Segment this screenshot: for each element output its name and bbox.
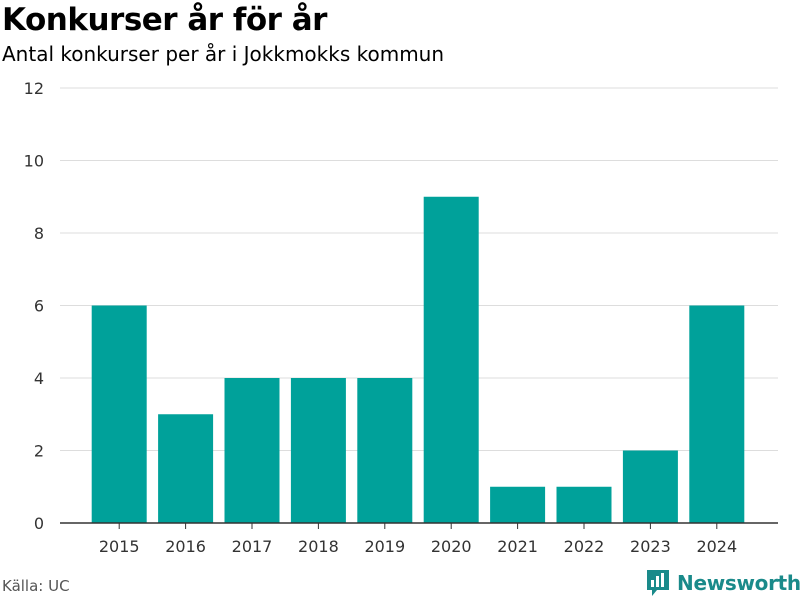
bar-2021	[490, 486, 546, 523]
x-tick-label: 2017	[232, 537, 273, 556]
bar-2024	[689, 305, 745, 523]
y-tick-label: 2	[34, 442, 44, 461]
x-tick-label: 2023	[630, 537, 671, 556]
gridlines	[60, 87, 778, 451]
y-tick-label: 0	[34, 514, 44, 533]
bar-2018	[290, 378, 346, 523]
y-tick-label: 4	[34, 369, 44, 388]
x-tick-label: 2021	[497, 537, 538, 556]
x-axis: 2015 2016 2017 2018 2019 2020 2021 2022 2023 2024	[60, 522, 778, 556]
bar-2019	[357, 378, 413, 523]
x-tick-label: 2020	[431, 537, 472, 556]
bar-2023	[622, 450, 678, 523]
x-tick-label: 2022	[564, 537, 605, 556]
x-tick-label: 2024	[696, 537, 737, 556]
chart-subtitle: Antal konkurser per år i Jokkmokks kommu…	[2, 42, 445, 66]
bar-2017	[224, 378, 280, 523]
x-tick-label: 2018	[298, 537, 339, 556]
brand-name: Newsworthy	[677, 571, 800, 595]
newsworthy-logo-icon	[647, 570, 669, 596]
y-tick-label: 12	[24, 79, 44, 98]
y-tick-label: 6	[34, 297, 44, 316]
y-tick-label: 8	[34, 224, 44, 243]
x-tick-label: 2015	[99, 537, 140, 556]
bar-2015	[91, 305, 147, 523]
bar-2016	[158, 414, 214, 523]
source-note: Källa: UC	[2, 577, 70, 595]
bar-2022	[556, 486, 612, 523]
y-tick-label: 10	[24, 152, 44, 171]
brand-logo: Newsworthy	[645, 568, 800, 598]
bars	[91, 196, 745, 523]
chart-title: Konkurser år för år	[2, 2, 327, 38]
x-tick-label: 2019	[364, 537, 405, 556]
x-tick-label: 2016	[165, 537, 206, 556]
bar-2020	[423, 196, 479, 523]
y-axis-ticks: 0 2 4 6 8 10 12	[24, 79, 44, 533]
